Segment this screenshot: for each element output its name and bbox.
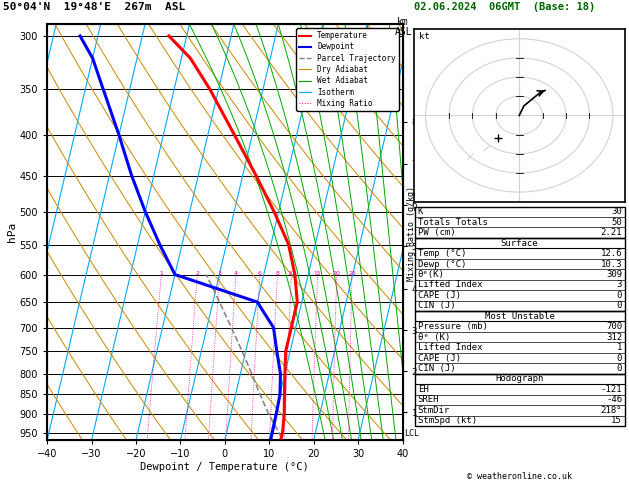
Text: Lifted Index: Lifted Index	[418, 280, 482, 290]
Text: Temp (°C): Temp (°C)	[418, 249, 466, 258]
Text: Lifted Index: Lifted Index	[418, 343, 482, 352]
Text: StmSpd (kt): StmSpd (kt)	[418, 416, 477, 425]
Text: 309: 309	[606, 270, 622, 279]
Text: km: km	[398, 17, 409, 27]
Text: 218°: 218°	[601, 406, 622, 415]
Text: 50: 50	[611, 218, 622, 227]
Text: 30: 30	[611, 207, 622, 216]
Text: 02.06.2024  06GMT  (Base: 18): 02.06.2024 06GMT (Base: 18)	[414, 2, 595, 13]
Text: Surface: Surface	[501, 239, 538, 248]
Text: 3: 3	[616, 280, 622, 290]
Text: 0: 0	[616, 364, 622, 373]
Text: PW (cm): PW (cm)	[418, 228, 455, 237]
Text: CAPE (J): CAPE (J)	[418, 291, 460, 300]
Text: StmDir: StmDir	[418, 406, 450, 415]
Text: 10.3: 10.3	[601, 260, 622, 269]
Text: ASL: ASL	[394, 27, 412, 37]
Text: 1: 1	[159, 271, 163, 276]
Text: 25: 25	[348, 271, 356, 276]
Legend: Temperature, Dewpoint, Parcel Trajectory, Dry Adiabat, Wet Adiabat, Isotherm, Mi: Temperature, Dewpoint, Parcel Trajectory…	[296, 28, 399, 111]
Text: 2: 2	[195, 271, 199, 276]
Text: 2.21: 2.21	[601, 228, 622, 237]
Text: 6: 6	[258, 271, 262, 276]
Text: 20: 20	[333, 271, 341, 276]
Text: 312: 312	[606, 332, 622, 342]
Text: 0: 0	[616, 301, 622, 311]
Text: K: K	[418, 207, 423, 216]
Text: CIN (J): CIN (J)	[418, 301, 455, 311]
Text: Mixing Ratio (g/kg): Mixing Ratio (g/kg)	[407, 186, 416, 281]
Y-axis label: hPa: hPa	[7, 222, 17, 242]
X-axis label: Dewpoint / Temperature (°C): Dewpoint / Temperature (°C)	[140, 462, 309, 471]
Text: Dewp (°C): Dewp (°C)	[418, 260, 466, 269]
Text: Pressure (mb): Pressure (mb)	[418, 322, 487, 331]
Text: -121: -121	[601, 385, 622, 394]
Text: Most Unstable: Most Unstable	[484, 312, 555, 321]
Text: Hodograph: Hodograph	[496, 374, 543, 383]
Text: Totals Totals: Totals Totals	[418, 218, 487, 227]
Text: 8: 8	[276, 271, 279, 276]
Text: 50°04'N  19°48'E  267m  ASL: 50°04'N 19°48'E 267m ASL	[3, 2, 186, 13]
Text: SREH: SREH	[418, 395, 439, 404]
Text: 4: 4	[234, 271, 238, 276]
Text: 1: 1	[616, 343, 622, 352]
Text: 0: 0	[616, 291, 622, 300]
Text: 15: 15	[314, 271, 321, 276]
Text: 12.6: 12.6	[601, 249, 622, 258]
Text: 15: 15	[611, 416, 622, 425]
Text: θᵉ (K): θᵉ (K)	[418, 332, 450, 342]
Text: -46: -46	[606, 395, 622, 404]
Text: CIN (J): CIN (J)	[418, 364, 455, 373]
Text: EH: EH	[418, 385, 428, 394]
Text: LCL: LCL	[404, 429, 419, 438]
Text: θᵉ(K): θᵉ(K)	[418, 270, 445, 279]
Text: 0: 0	[616, 353, 622, 363]
Text: 10: 10	[287, 271, 295, 276]
Text: kt: kt	[418, 32, 430, 41]
Text: 3: 3	[218, 271, 221, 276]
Text: CAPE (J): CAPE (J)	[418, 353, 460, 363]
Text: © weatheronline.co.uk: © weatheronline.co.uk	[467, 472, 572, 481]
Text: 700: 700	[606, 322, 622, 331]
